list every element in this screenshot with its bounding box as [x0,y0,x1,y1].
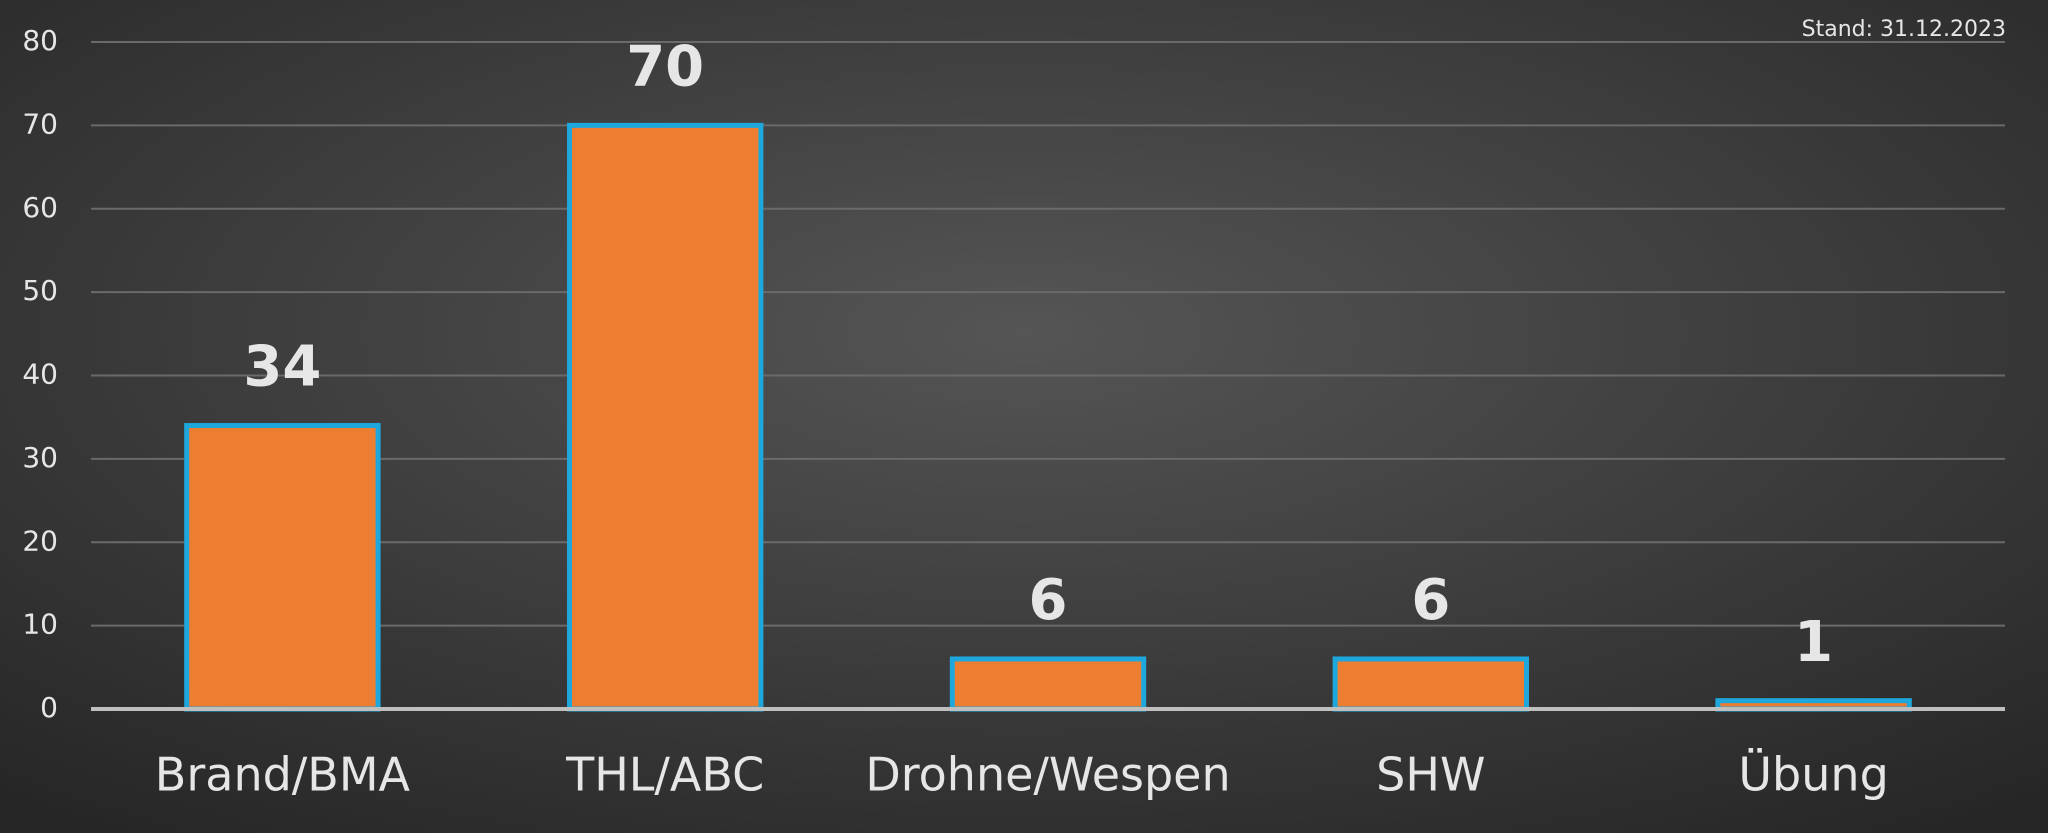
data-label: 34 [243,335,321,400]
data-label: 6 [1411,568,1450,633]
y-tick-label: 40 [22,358,58,391]
data-label: 1 [1794,610,1833,675]
y-tick-label: 10 [22,608,58,641]
y-tick-label: 50 [22,274,58,307]
data-label: 70 [626,35,704,100]
x-tick-label: SHW [1376,748,1485,802]
annotation: Stand: 31.12.2023 [1802,17,2006,42]
bar [949,656,1147,712]
x-tick-label: Brand/BMA [155,748,411,802]
x-tick-label: Übung [1738,748,1888,802]
y-tick-label: 70 [22,107,58,140]
y-tick-label: 80 [22,24,58,57]
y-tick-label: 60 [22,191,58,224]
y-tick-label: 30 [22,441,58,474]
y-tick-label: 20 [22,524,58,557]
x-tick-label: Drohne/Wespen [865,748,1230,802]
data-label: 6 [1029,568,1068,633]
x-tick-label: THL/ABC [565,748,764,802]
bar [1332,656,1529,712]
bar [567,122,764,712]
y-tick-label: 0 [40,691,58,724]
bar [184,423,381,712]
